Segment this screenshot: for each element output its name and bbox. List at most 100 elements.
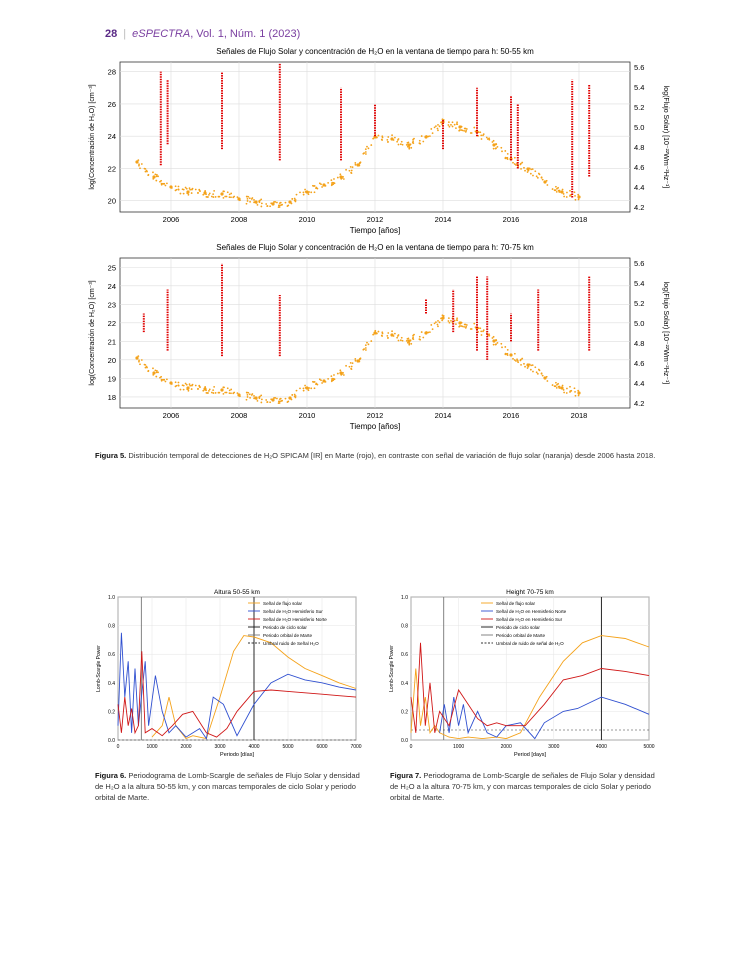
flux-point	[339, 173, 342, 176]
flux-point	[269, 205, 272, 208]
flux-point	[458, 129, 461, 131]
flux-point	[451, 121, 454, 124]
flux-point	[341, 373, 343, 376]
flux-point	[333, 178, 335, 180]
flux-point	[281, 399, 284, 402]
flux-point	[438, 321, 441, 324]
flux-point	[333, 378, 336, 381]
flux-point	[535, 371, 538, 374]
flux-point	[248, 197, 251, 200]
flux-point	[177, 381, 180, 384]
flux-point	[460, 129, 463, 131]
flux-point	[474, 326, 477, 329]
flux-point	[217, 195, 220, 198]
flux-point	[453, 123, 456, 126]
flux-point	[380, 334, 383, 337]
flux-point	[205, 196, 208, 198]
flux-point	[137, 355, 140, 358]
flux-point	[135, 160, 139, 164]
flux-point	[228, 196, 231, 199]
flux-point	[565, 196, 568, 198]
flux-point	[574, 194, 576, 197]
flux-point	[177, 185, 180, 188]
flux-point	[441, 319, 444, 322]
y-axis-label: log(Concentración de H₂O) [cm⁻³]	[89, 84, 96, 189]
chart-title: Señales de Flujo Solar y concentración d…	[216, 47, 534, 56]
flux-point	[506, 348, 509, 351]
x-tick-label: 4000	[248, 744, 259, 750]
flux-point	[560, 190, 564, 194]
y-tick-label: 0.2	[401, 709, 408, 715]
flux-point	[453, 319, 456, 322]
flux-point	[565, 392, 568, 394]
flux-point	[479, 327, 482, 330]
flux-point	[460, 125, 463, 128]
flux-point	[286, 205, 289, 207]
flux-point	[386, 138, 389, 141]
x-tick-label: 2016	[503, 215, 520, 224]
y-tick-label: 0.2	[108, 709, 115, 715]
flux-point	[246, 391, 248, 394]
flux-point	[435, 321, 437, 323]
flux-point	[554, 189, 557, 192]
x-tick-label: 2018	[571, 215, 588, 224]
flux-point	[569, 385, 571, 388]
series-line	[410, 642, 650, 733]
flux-point	[187, 389, 190, 392]
flux-point	[246, 396, 249, 398]
flux-point	[155, 173, 158, 176]
flux-point	[206, 196, 209, 199]
flux-point	[315, 383, 317, 385]
y-tick-label: 25	[108, 263, 116, 272]
flux-point	[295, 389, 298, 392]
flux-point	[546, 184, 549, 186]
y-tick-label: 0.6	[401, 652, 408, 658]
flux-point	[224, 195, 227, 198]
flux-point	[463, 325, 466, 328]
flux-point	[177, 384, 180, 387]
flux-point	[299, 387, 301, 390]
flux-point	[473, 126, 476, 129]
flux-point	[500, 146, 503, 149]
y-tick-label: 26	[108, 100, 116, 109]
flux-point	[488, 137, 491, 140]
y2-tick-label: 5.2	[634, 103, 644, 112]
flux-point	[396, 140, 399, 143]
flux-point	[274, 397, 277, 399]
flux-point	[333, 182, 336, 185]
legend-label: Periodo orbital de Marte	[263, 633, 312, 638]
page-header: 28 | eSPECTRA, Vol. 1, Núm. 1 (2023)	[105, 28, 300, 40]
flux-point	[250, 394, 253, 396]
flux-point	[530, 364, 533, 367]
flux-point	[236, 392, 239, 395]
periodogram-50-55: Altura 50-55 km 0 1000 2000 3000 4000 5000 6000…	[96, 589, 362, 758]
flux-point	[323, 380, 325, 383]
flux-point	[456, 319, 459, 322]
flux-point	[418, 335, 421, 338]
flux-point	[276, 201, 278, 204]
flux-point	[259, 199, 261, 202]
flux-point	[440, 317, 442, 320]
flux-point	[254, 396, 257, 399]
flux-point	[260, 202, 263, 205]
y-tick-label: 24	[108, 132, 116, 141]
flux-point	[291, 198, 294, 200]
flux-point	[174, 185, 177, 188]
flux-point	[164, 380, 167, 383]
flux-point	[157, 371, 159, 374]
flux-point	[228, 193, 231, 196]
flux-point	[208, 193, 210, 196]
flux-point	[177, 188, 180, 191]
flux-point	[464, 130, 467, 133]
flux-point	[441, 316, 445, 320]
flux-point	[492, 147, 495, 150]
x-axis-label: Tiempo [años]	[350, 422, 400, 431]
flux-point	[221, 388, 224, 391]
flux-point	[495, 339, 498, 342]
flux-point	[197, 387, 199, 390]
flux-point	[513, 163, 516, 165]
flux-point	[321, 382, 324, 384]
flux-point	[372, 333, 375, 336]
y-tick-label: 1.0	[401, 595, 408, 601]
flux-point	[400, 140, 403, 143]
